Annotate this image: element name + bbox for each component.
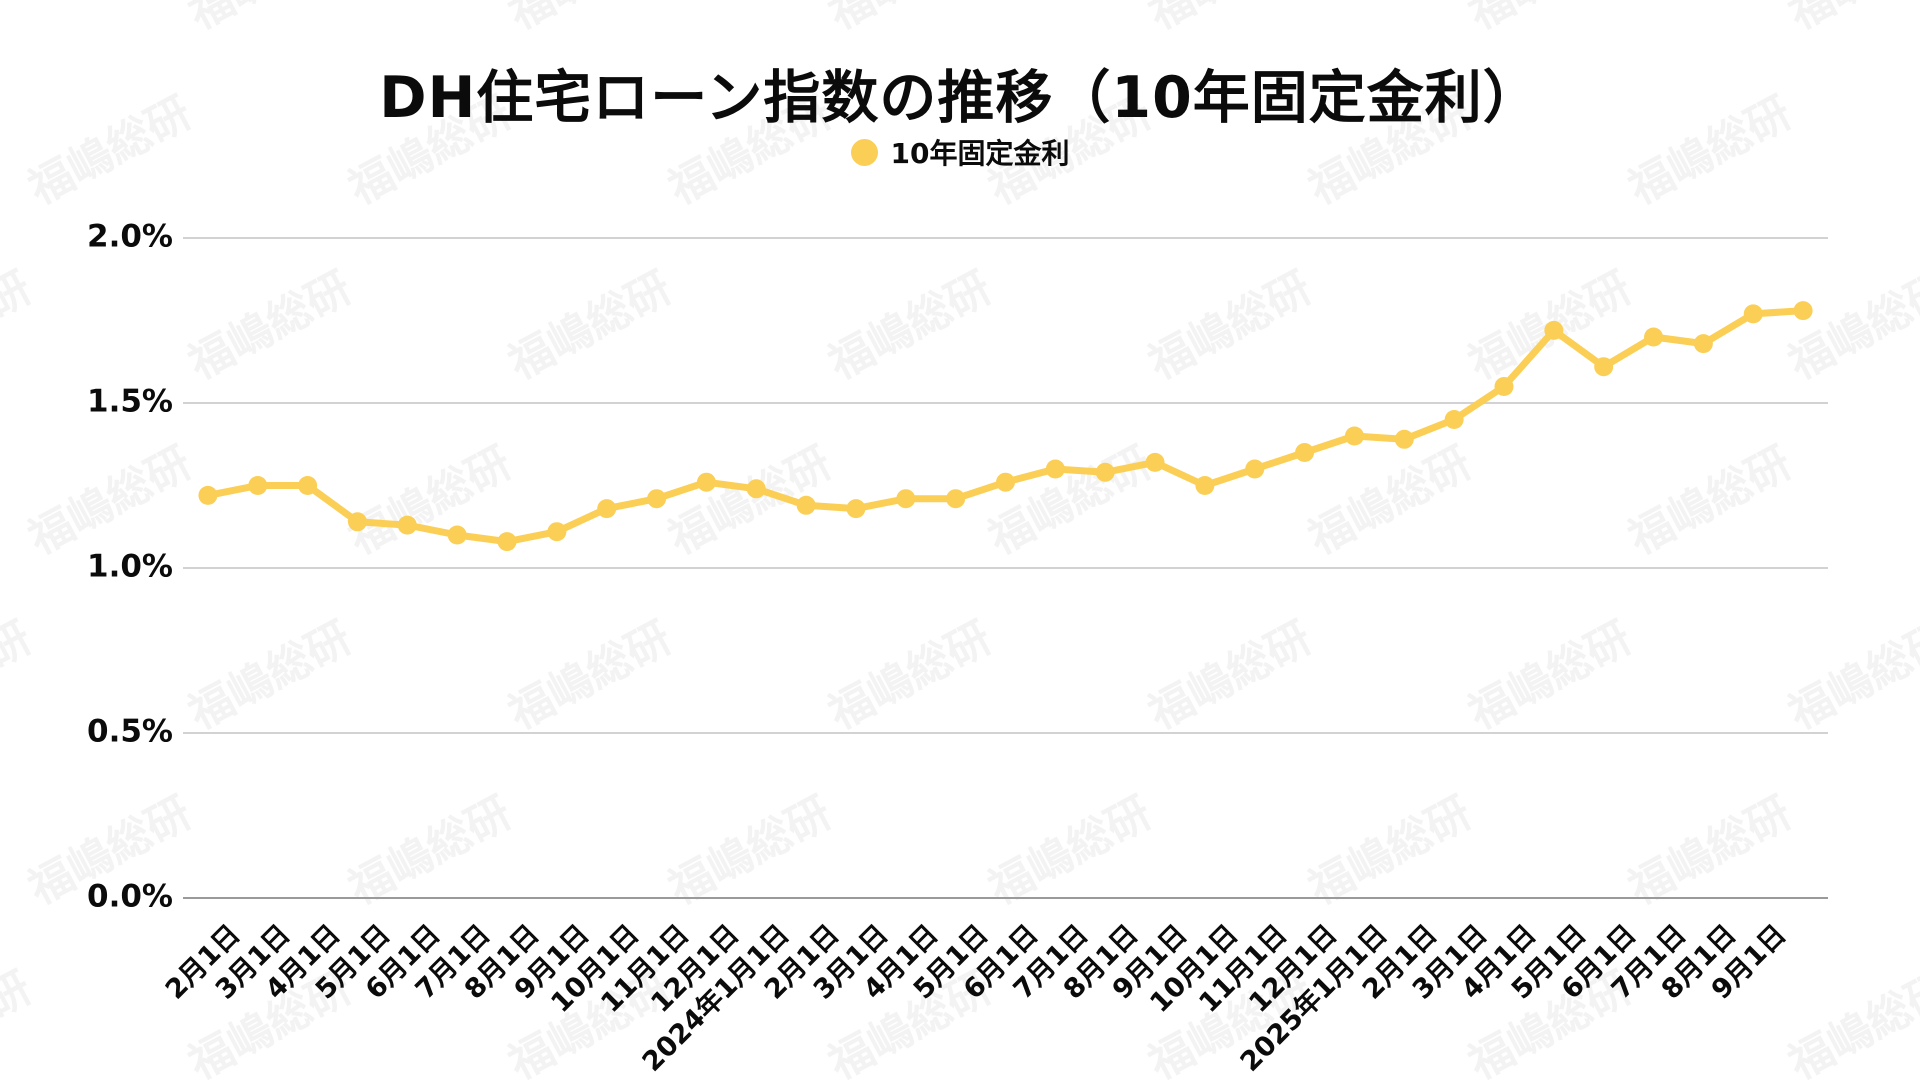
data-point[interactable] — [1045, 459, 1065, 479]
data-point[interactable] — [547, 522, 567, 542]
data-point[interactable] — [1544, 320, 1564, 340]
data-point[interactable] — [1644, 327, 1664, 347]
data-point[interactable] — [1195, 476, 1215, 495]
legend-marker-icon[interactable] — [850, 138, 878, 166]
data-point[interactable] — [896, 489, 916, 509]
data-point[interactable] — [696, 472, 716, 492]
data-point[interactable] — [298, 476, 318, 495]
y-tick-label: 1.0% — [87, 548, 173, 585]
y-tick-label: 0.0% — [87, 878, 173, 915]
data-point[interactable] — [1594, 357, 1614, 377]
legend-label[interactable]: 10年固定金利 — [890, 137, 1070, 170]
data-point[interactable] — [347, 512, 367, 532]
data-point[interactable] — [397, 515, 417, 535]
data-point[interactable] — [1793, 301, 1813, 321]
data-point[interactable] — [198, 485, 218, 505]
data-point[interactable] — [846, 499, 866, 519]
series-line[interactable] — [204, 307, 1807, 546]
data-point[interactable] — [1693, 334, 1713, 354]
data-point[interactable] — [248, 476, 268, 495]
data-point[interactable] — [1145, 452, 1165, 472]
chart-title: DH住宅ローン指数の推移（10年固定金利） — [379, 65, 1541, 131]
data-point[interactable] — [1743, 304, 1763, 324]
data-point[interactable] — [1245, 459, 1265, 479]
data-point[interactable] — [447, 525, 467, 545]
data-point[interactable] — [1344, 426, 1364, 446]
data-point[interactable] — [746, 479, 766, 499]
data-point[interactable] — [1494, 377, 1514, 396]
data-point[interactable] — [1295, 443, 1315, 462]
data-point[interactable] — [1444, 410, 1464, 429]
y-tick-label: 0.5% — [87, 713, 173, 750]
data-point[interactable] — [1095, 462, 1115, 482]
legend: 10年固定金利 — [0, 132, 1920, 172]
data-point[interactable] — [1394, 429, 1414, 449]
y-tick-label: 1.5% — [87, 383, 173, 420]
data-point[interactable] — [647, 489, 667, 509]
y-tick-label: 2.0% — [87, 218, 173, 255]
data-point[interactable] — [996, 472, 1015, 492]
data-point[interactable] — [946, 489, 966, 509]
data-point[interactable] — [497, 532, 517, 552]
data-point[interactable] — [597, 499, 617, 519]
data-point[interactable] — [796, 495, 816, 515]
